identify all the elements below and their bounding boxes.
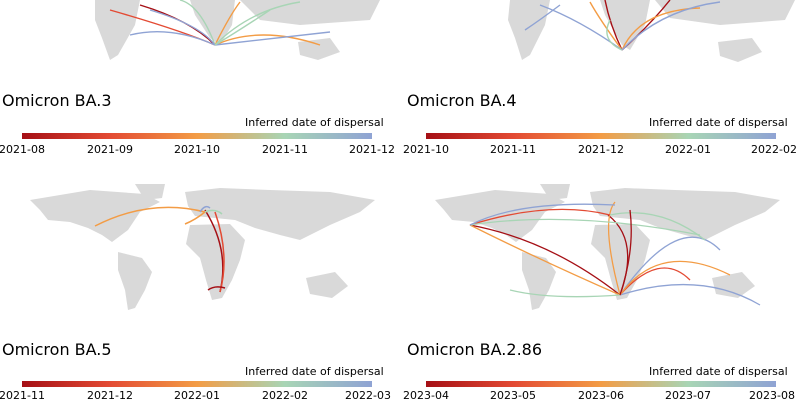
land-greenland <box>540 184 570 200</box>
tick-label: 2021-10 <box>174 143 220 156</box>
date-gradient-bar <box>426 381 776 387</box>
world-map-ba286 <box>435 184 780 310</box>
date-gradient-bar <box>426 133 776 139</box>
panel-title: Omicron BA.5 <box>2 340 112 359</box>
land-australia <box>718 38 762 62</box>
tick-label: 2022-02 <box>262 389 308 402</box>
tick-label: 2023-05 <box>490 389 536 402</box>
panel-ba4: Omicron BA.4 Inferred date of dispersal … <box>400 0 800 210</box>
dispersal-arrows-ba5 <box>94 205 226 293</box>
land-europe-asia <box>590 188 780 240</box>
tick-label: 2021-11 <box>490 143 536 156</box>
dispersal-arrows-ba286 <box>469 201 761 306</box>
tick-label: 2023-07 <box>665 389 711 402</box>
date-gradient-bar <box>22 133 372 139</box>
land-south-america <box>95 0 140 60</box>
land-asia <box>655 0 795 25</box>
land-south-america <box>118 252 152 310</box>
panel-ba3: Omicron BA.3 Inferred date of dispersal … <box>0 0 400 210</box>
world-map-ba5 <box>30 184 375 310</box>
land-africa <box>591 224 650 300</box>
panel-ba286: Omicron BA.2.86 Inferred date of dispers… <box>400 180 800 402</box>
tick-label: 2022-01 <box>665 143 711 156</box>
tick-label: 2022-03 <box>345 389 391 402</box>
land-south-america <box>508 0 550 60</box>
tick-label: 2022-02 <box>751 143 797 156</box>
land-africa <box>190 0 235 45</box>
land-africa <box>186 224 245 300</box>
tick-label: 2021-11 <box>0 389 45 402</box>
land-greenland <box>135 184 165 200</box>
panel-title: Omicron BA.3 <box>2 91 112 110</box>
panel-ba5: Omicron BA.5 Inferred date of dispersal … <box>0 180 400 402</box>
land-north-america <box>435 190 565 242</box>
tick-label: 2021-12 <box>578 143 624 156</box>
land-australia <box>306 272 348 298</box>
world-map-ba3 <box>95 0 380 60</box>
tick-label: 2021-12 <box>87 389 133 402</box>
land-africa <box>600 0 650 50</box>
tick-label: 2023-06 <box>578 389 624 402</box>
panel-title: Omicron BA.4 <box>407 91 517 110</box>
legend-title: Inferred date of dispersal <box>649 116 788 129</box>
land-south-america <box>522 252 556 310</box>
land-asia <box>240 0 380 25</box>
legend-title: Inferred date of dispersal <box>245 365 384 378</box>
tick-label: 2021-09 <box>87 143 133 156</box>
legend-title: Inferred date of dispersal <box>245 116 384 129</box>
date-gradient-bar <box>22 381 372 387</box>
land-europe-asia <box>185 188 375 240</box>
tick-label: 2021-10 <box>403 143 449 156</box>
tick-label: 2021-12 <box>349 143 395 156</box>
tick-label: 2021-08 <box>0 143 45 156</box>
panel-title: Omicron BA.2.86 <box>407 340 543 359</box>
land-australia <box>298 38 340 60</box>
dispersal-arrows-ba4 <box>524 0 721 51</box>
dispersal-arrows-ba3 <box>109 0 331 46</box>
land-australia <box>712 272 755 298</box>
tick-label: 2023-04 <box>403 389 449 402</box>
tick-label: 2022-01 <box>174 389 220 402</box>
world-map-ba4 <box>508 0 795 62</box>
legend-title: Inferred date of dispersal <box>649 365 788 378</box>
tick-label: 2021-11 <box>262 143 308 156</box>
tick-label: 2023-08 <box>749 389 795 402</box>
land-north-america <box>30 190 160 242</box>
